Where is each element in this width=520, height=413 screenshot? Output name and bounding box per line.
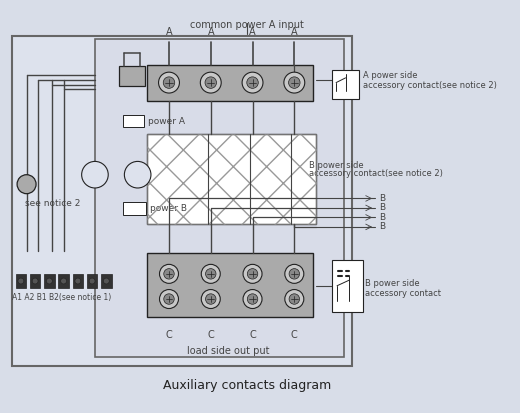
- Circle shape: [289, 294, 300, 304]
- Circle shape: [201, 290, 220, 309]
- Circle shape: [289, 77, 300, 88]
- Text: A1 A2 B1 B2(see notice 1): A1 A2 B1 B2(see notice 1): [12, 293, 111, 302]
- Text: common power A input: common power A input: [190, 20, 304, 30]
- Bar: [58, 274, 69, 288]
- Circle shape: [242, 72, 263, 93]
- Circle shape: [248, 268, 258, 279]
- Circle shape: [201, 264, 220, 283]
- Text: Auxiliary contacts diagram: Auxiliary contacts diagram: [163, 379, 331, 392]
- Text: accessory contact(see notice 2): accessory contact(see notice 2): [308, 169, 443, 178]
- Text: B: B: [379, 213, 385, 222]
- Text: accessory contact: accessory contact: [365, 289, 440, 298]
- Text: A: A: [166, 27, 172, 37]
- Text: NO: NO: [128, 116, 140, 126]
- Bar: [147, 252, 314, 317]
- Circle shape: [289, 268, 300, 279]
- Circle shape: [164, 268, 174, 279]
- Circle shape: [160, 264, 178, 283]
- Circle shape: [205, 268, 216, 279]
- Text: C: C: [249, 330, 256, 340]
- Circle shape: [243, 264, 262, 283]
- Text: C: C: [165, 330, 172, 340]
- Text: power A: power A: [148, 117, 185, 126]
- Circle shape: [160, 290, 178, 309]
- Circle shape: [18, 278, 24, 284]
- Bar: [44, 274, 55, 288]
- Bar: [119, 66, 145, 86]
- Text: A: A: [291, 27, 297, 37]
- Bar: [332, 260, 362, 312]
- Circle shape: [247, 77, 258, 88]
- Circle shape: [205, 77, 216, 88]
- Text: B: B: [379, 204, 385, 212]
- Bar: [95, 39, 344, 357]
- Bar: [16, 274, 26, 288]
- Circle shape: [82, 161, 108, 188]
- Circle shape: [200, 72, 221, 93]
- Bar: [101, 274, 112, 288]
- Circle shape: [75, 278, 81, 284]
- Text: B power side: B power side: [308, 161, 363, 170]
- Circle shape: [284, 72, 305, 93]
- Circle shape: [61, 278, 67, 284]
- Circle shape: [32, 278, 38, 284]
- Text: power B: power B: [150, 204, 187, 214]
- Text: load side out put: load side out put: [187, 346, 269, 356]
- Text: C: C: [291, 330, 297, 340]
- Text: A: A: [207, 27, 214, 37]
- Circle shape: [46, 278, 53, 284]
- Bar: [73, 274, 83, 288]
- Bar: [332, 70, 359, 99]
- Bar: [87, 274, 97, 288]
- Circle shape: [205, 294, 216, 304]
- Bar: [30, 274, 41, 288]
- Text: accessory contact(see notice 2): accessory contact(see notice 2): [362, 81, 497, 90]
- Bar: [123, 115, 145, 127]
- Circle shape: [248, 294, 258, 304]
- Circle shape: [17, 175, 36, 194]
- Circle shape: [163, 77, 175, 88]
- Bar: [123, 202, 146, 215]
- Text: C: C: [207, 330, 214, 340]
- Text: see notice 2: see notice 2: [24, 199, 80, 208]
- Text: B: B: [379, 223, 385, 231]
- Text: OFF: OFF: [127, 204, 142, 213]
- Bar: [147, 134, 316, 224]
- Text: A: A: [249, 27, 256, 37]
- Circle shape: [103, 278, 109, 284]
- Circle shape: [164, 294, 174, 304]
- Bar: [12, 36, 352, 366]
- Circle shape: [285, 290, 304, 309]
- Circle shape: [243, 290, 262, 309]
- Bar: [147, 64, 314, 101]
- Circle shape: [159, 72, 179, 93]
- Text: B power side: B power side: [365, 279, 419, 288]
- Text: A power side: A power side: [362, 71, 417, 81]
- Text: B: B: [379, 194, 385, 203]
- Circle shape: [124, 161, 151, 188]
- Circle shape: [285, 264, 304, 283]
- Circle shape: [89, 278, 95, 284]
- Bar: [147, 134, 316, 224]
